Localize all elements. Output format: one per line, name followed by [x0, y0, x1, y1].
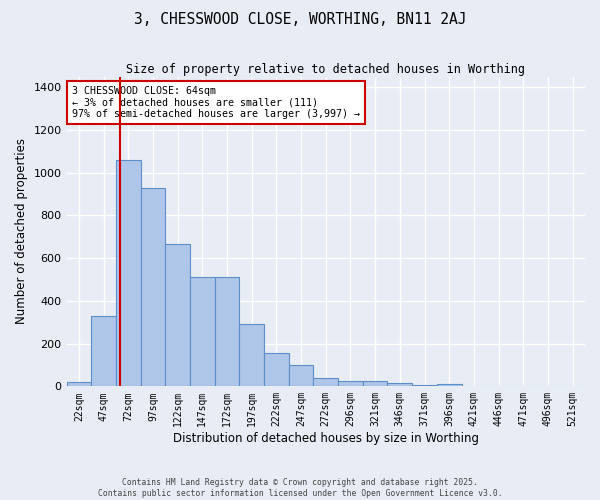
Bar — [239, 324, 264, 386]
Bar — [264, 353, 289, 386]
Bar — [313, 378, 338, 386]
Bar — [116, 160, 140, 386]
Text: 3 CHESSWOOD CLOSE: 64sqm
← 3% of detached houses are smaller (111)
97% of semi-d: 3 CHESSWOOD CLOSE: 64sqm ← 3% of detache… — [72, 86, 360, 119]
Bar — [91, 316, 116, 386]
Bar — [289, 365, 313, 386]
Bar — [388, 383, 412, 386]
Bar — [437, 384, 461, 386]
Y-axis label: Number of detached properties: Number of detached properties — [15, 138, 28, 324]
Bar — [412, 385, 437, 386]
Bar — [67, 382, 91, 386]
Bar — [363, 381, 388, 386]
Bar — [190, 278, 215, 386]
Text: Contains HM Land Registry data © Crown copyright and database right 2025.
Contai: Contains HM Land Registry data © Crown c… — [98, 478, 502, 498]
X-axis label: Distribution of detached houses by size in Worthing: Distribution of detached houses by size … — [173, 432, 479, 445]
Text: 3, CHESSWOOD CLOSE, WORTHING, BN11 2AJ: 3, CHESSWOOD CLOSE, WORTHING, BN11 2AJ — [134, 12, 466, 28]
Title: Size of property relative to detached houses in Worthing: Size of property relative to detached ho… — [126, 62, 525, 76]
Bar — [140, 188, 165, 386]
Bar — [165, 244, 190, 386]
Bar — [215, 278, 239, 386]
Bar — [338, 381, 363, 386]
